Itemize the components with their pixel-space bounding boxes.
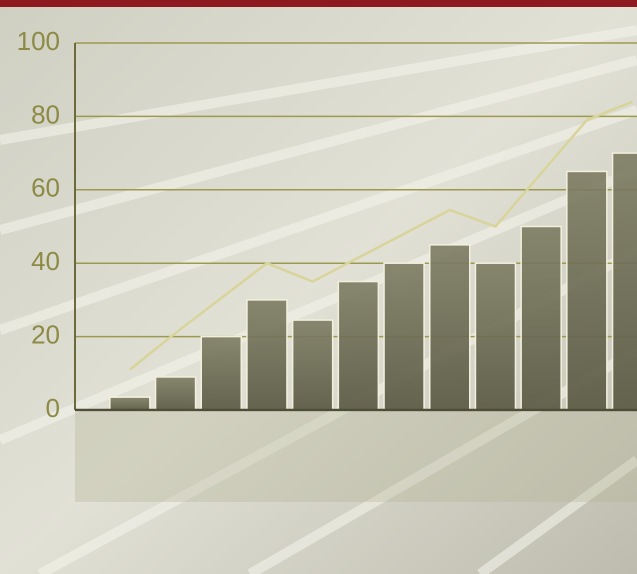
reflection xyxy=(75,412,637,502)
y-tick-label: 60 xyxy=(31,173,60,203)
top-band xyxy=(0,0,637,7)
line xyxy=(129,100,634,371)
y-tick-label: 80 xyxy=(31,99,60,129)
y-tick-label: 100 xyxy=(17,26,60,56)
bar xyxy=(246,299,288,411)
bar xyxy=(474,262,517,411)
bar xyxy=(611,152,637,411)
bar xyxy=(566,170,608,411)
bar xyxy=(291,319,334,411)
bar xyxy=(520,225,562,411)
y-tick-label: 0 xyxy=(46,393,60,423)
bar xyxy=(109,396,151,411)
bar xyxy=(154,376,197,411)
bar xyxy=(337,280,380,411)
bar xyxy=(429,244,471,411)
y-tick-label: 20 xyxy=(31,319,60,349)
bar xyxy=(200,335,242,411)
bar xyxy=(383,262,425,411)
y-tick-label: 40 xyxy=(31,246,60,276)
